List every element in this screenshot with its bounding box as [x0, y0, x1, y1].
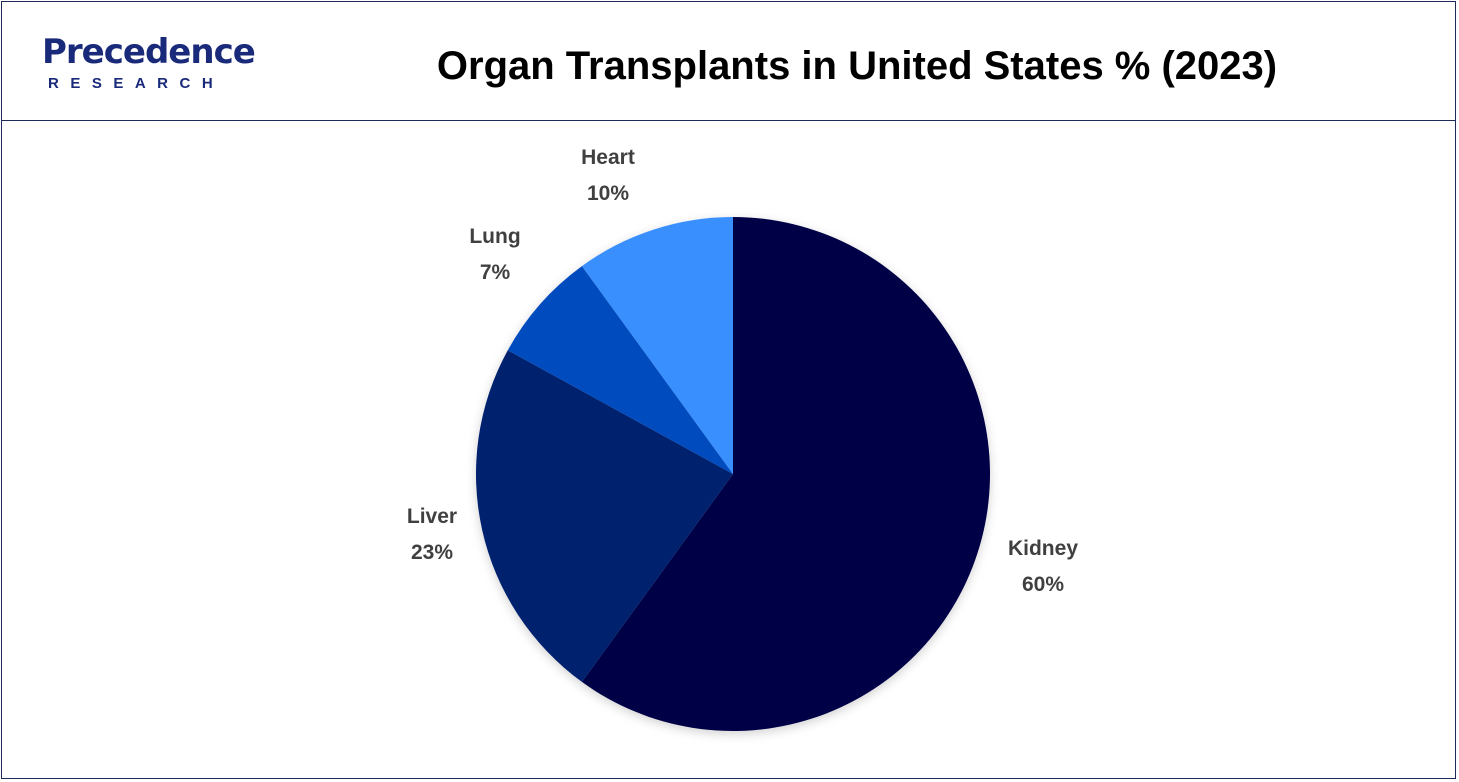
pie-chart-svg: Kidney 60% Liver 23% Lung 7% Heart 10%: [407, 146, 1078, 731]
brand-logo: Precedence RESEARCH: [42, 32, 272, 102]
chart-title: Organ Transplants in United States % (20…: [436, 44, 1278, 88]
logo-wordmark: Precedence: [42, 32, 256, 72]
pie-slice-heart: [581, 217, 733, 474]
slice-label-kidney: Kidney: [1008, 537, 1078, 560]
logo-subtext: RESEARCH: [48, 75, 225, 92]
pie-labels: Kidney 60% Liver 23% Lung 7% Heart 10%: [407, 146, 1078, 596]
pie-slice-lung: [507, 266, 733, 474]
pie-slices: [476, 217, 990, 731]
slice-value-liver: 23%: [411, 541, 453, 564]
slice-label-lung: Lung: [469, 225, 520, 248]
pie-slice-kidney: [581, 217, 990, 731]
slice-value-kidney: 60%: [1022, 573, 1064, 596]
slice-label-heart: Heart: [581, 146, 635, 169]
pie-slice-liver: [476, 350, 733, 682]
slice-value-heart: 10%: [587, 182, 629, 205]
slice-value-lung: 7%: [480, 261, 511, 284]
slice-label-liver: Liver: [407, 505, 457, 528]
pie-chart: Kidney 60% Liver 23% Lung 7% Heart 10%: [2, 121, 1457, 779]
header: Precedence RESEARCH Organ Transplants in…: [2, 2, 1455, 121]
